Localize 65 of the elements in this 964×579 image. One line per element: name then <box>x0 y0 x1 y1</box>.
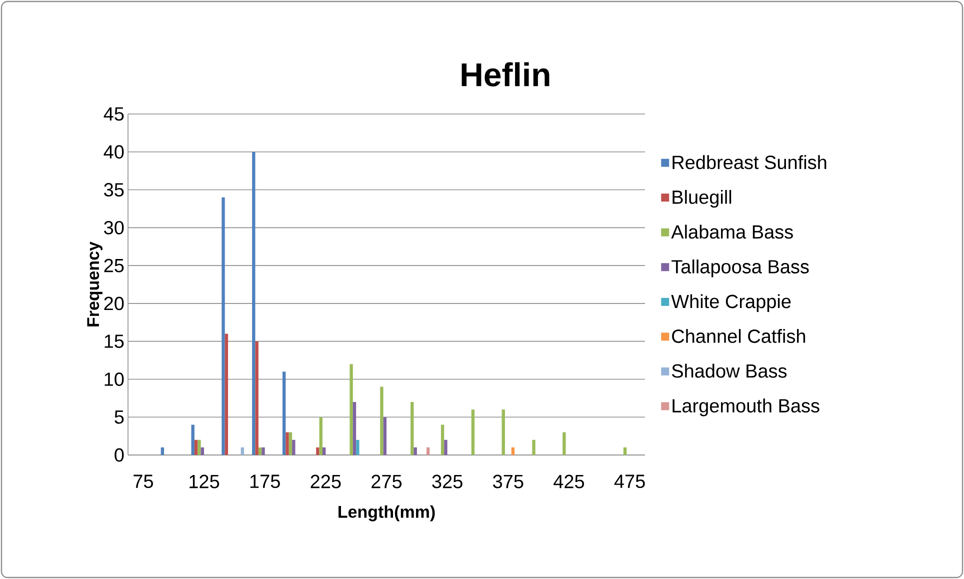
legend-label: White Crappie <box>671 294 791 312</box>
y-axis-title: Frequency <box>87 242 102 326</box>
bar <box>383 417 386 455</box>
x-tick-label: 425 <box>554 474 584 488</box>
y-tick-label: 40 <box>104 145 124 159</box>
bar <box>562 432 566 455</box>
legend-label: Alabama Bass <box>671 224 793 239</box>
y-tick-label: 30 <box>104 220 124 234</box>
x-tick-label: 175 <box>250 474 280 488</box>
x-tick-label: 275 <box>372 474 402 488</box>
y-tick-label: 25 <box>104 258 124 272</box>
y-tick-label: 45 <box>104 107 124 121</box>
y-tick-label: 10 <box>104 372 124 386</box>
y-tick-label: 15 <box>104 334 124 348</box>
bar <box>471 410 475 455</box>
x-tick-label: 475 <box>614 474 645 488</box>
bar <box>444 440 448 455</box>
y-tick-label: 35 <box>104 183 124 197</box>
bar <box>258 447 262 455</box>
chart-title: Heflin <box>462 62 550 86</box>
bar <box>511 447 515 455</box>
x-tick-label: 325 <box>432 474 462 488</box>
bar <box>288 432 292 455</box>
bar <box>319 417 322 455</box>
bar <box>316 447 320 455</box>
bar <box>380 386 384 455</box>
bar <box>191 424 194 455</box>
legend-label: Channel Catfish <box>672 329 806 343</box>
bar <box>222 197 225 455</box>
x-tick-label: 125 <box>190 474 220 488</box>
bar <box>194 440 198 455</box>
legend-label: Bluegill <box>672 190 732 208</box>
bar <box>414 447 417 455</box>
bar <box>286 432 289 455</box>
bar <box>352 402 356 455</box>
y-tick-label: 20 <box>104 296 124 310</box>
x-tick-label: 375 <box>493 474 524 488</box>
bar <box>410 402 414 455</box>
bar <box>322 447 326 455</box>
legend-label: Largemouth Bass <box>672 398 820 416</box>
x-tick-label: 75 <box>134 474 153 488</box>
bar <box>255 341 258 455</box>
bar <box>200 447 204 455</box>
bar <box>356 440 360 455</box>
bar <box>224 334 228 455</box>
x-tick-label: 225 <box>310 474 341 488</box>
y-tick-label: 5 <box>114 410 124 424</box>
legend-label: Redbreast Sunfish <box>672 155 826 170</box>
bar <box>292 440 296 455</box>
bar <box>160 447 164 455</box>
bar <box>282 372 286 455</box>
bar <box>262 447 265 455</box>
bar <box>440 424 444 455</box>
bar <box>502 410 505 455</box>
bar <box>426 447 430 455</box>
x-axis-title: Length(mm) <box>338 505 435 522</box>
bar <box>198 440 201 455</box>
y-tick-label: 0 <box>114 448 124 462</box>
legend-label: Tallapoosa Bass <box>672 259 809 278</box>
bar <box>623 447 627 455</box>
legend-label: Shadow Bass <box>672 364 787 378</box>
bar <box>532 440 536 455</box>
bar <box>240 447 244 455</box>
bar <box>350 364 353 455</box>
bar <box>252 152 256 455</box>
